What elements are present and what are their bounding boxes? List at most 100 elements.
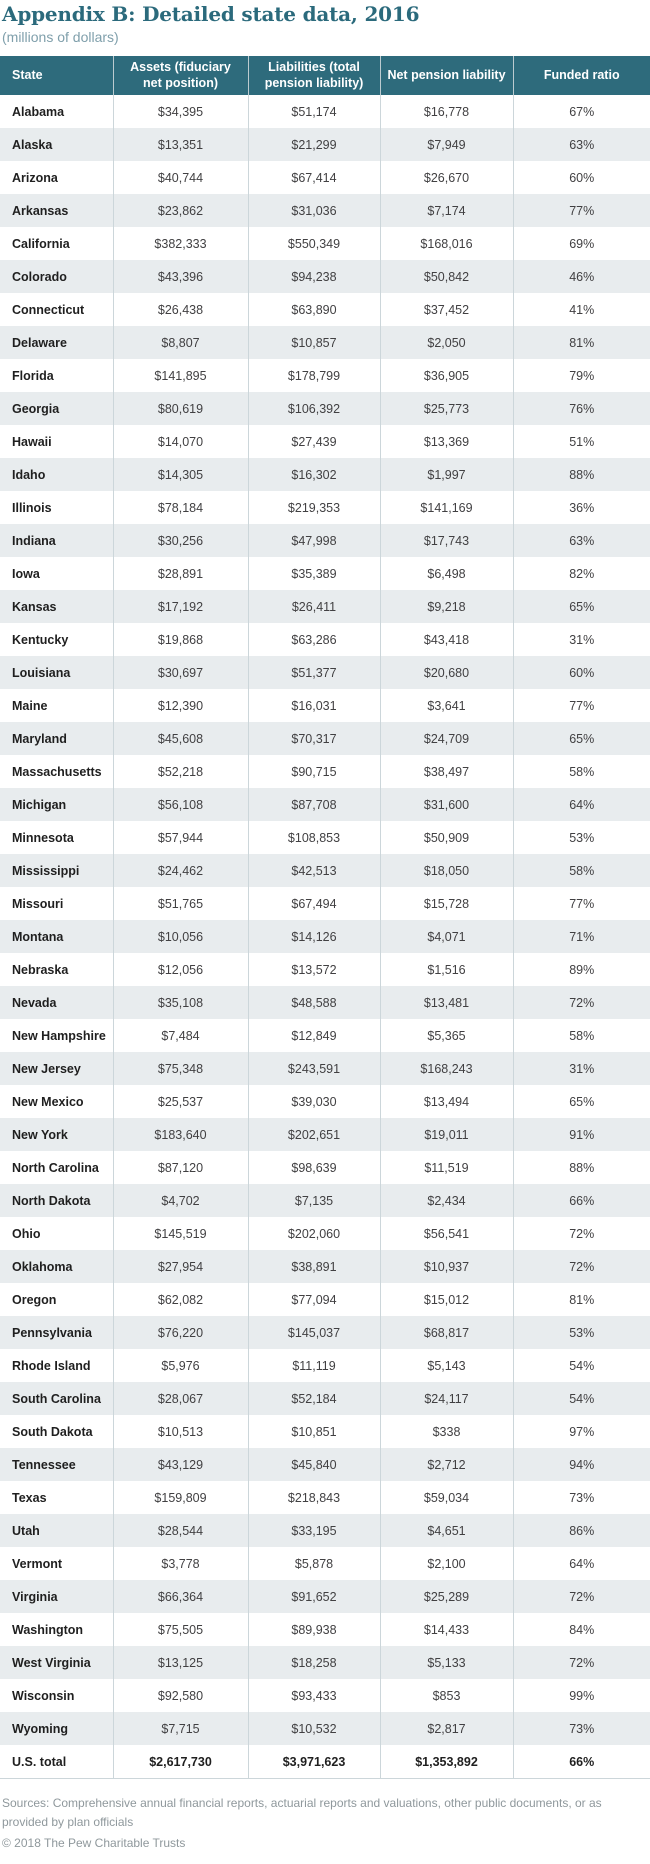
cell-funded-ratio: 91% [512, 1118, 650, 1151]
cell-state: Connecticut [12, 302, 85, 317]
cell-net-pension-liability: $5,143 [379, 1349, 513, 1382]
cell-net-pension-liability: $338 [379, 1415, 513, 1448]
cell-state: Kentucky [12, 632, 69, 647]
cell-assets: $12,390 [112, 689, 248, 722]
cell-assets: $4,702 [112, 1184, 248, 1217]
sources-note: Sources: Comprehensive annual financial … [2, 1796, 602, 1829]
table-row: Wyoming $7,715 $10,532 $2,817 73% [0, 1712, 650, 1745]
cell-liabilities: $106,392 [247, 392, 380, 425]
cell-liabilities: $94,238 [247, 260, 380, 293]
cell-liabilities: $550,349 [247, 227, 380, 260]
cell-state: Hawaii [12, 434, 52, 449]
cell-state: Wisconsin [12, 1688, 75, 1703]
table-row: Louisiana $30,697 $51,377 $20,680 60% [0, 656, 650, 689]
cell-funded-ratio: 60% [512, 656, 650, 689]
cell-funded-ratio: 71% [512, 920, 650, 953]
cell-net-pension-liability: $17,743 [379, 524, 513, 557]
table-row: West Virginia $13,125 $18,258 $5,133 72% [0, 1646, 650, 1679]
cell-funded-ratio: 82% [512, 557, 650, 590]
cell-state: Utah [0, 1514, 113, 1547]
cell-assets: $80,619 [112, 392, 248, 425]
cell-liabilities: $7,135 [247, 1184, 380, 1217]
cell-net-pension-liability: $2,434 [379, 1184, 513, 1217]
cell-funded-ratio: 79% [512, 359, 650, 392]
cell-state: Florida [12, 368, 54, 383]
state-data-table: State Assets (fiduciary net position) Liab… [0, 56, 650, 1779]
cell-net-pension-liability: $5,133 [379, 1646, 513, 1679]
cell-net-pension-liability: $1,516 [379, 953, 513, 986]
cell-funded-ratio: 54% [512, 1382, 650, 1415]
cell-state: Indiana [0, 524, 113, 557]
cell-funded-ratio: 46% [512, 260, 650, 293]
cell-funded-ratio: 77% [512, 887, 650, 920]
cell-funded-ratio: 66% [512, 1745, 650, 1779]
cell-liabilities: $91,652 [247, 1580, 380, 1613]
cell-liabilities: $10,851 [247, 1415, 380, 1448]
cell-net-pension-liability: $2,712 [379, 1448, 513, 1481]
cell-net-pension-liability: $24,709 [379, 722, 513, 755]
cell-net-pension-liability: $141,169 [379, 491, 513, 524]
cell-funded-ratio: 58% [512, 755, 650, 788]
cell-assets: $27,954 [112, 1250, 248, 1283]
cell-net-pension-liability: $11,519 [379, 1151, 513, 1184]
table-row: Utah $28,544 $33,195 $4,651 86% [0, 1514, 650, 1547]
cell-liabilities: $48,588 [247, 986, 380, 1019]
cell-net-pension-liability: $3,641 [379, 689, 513, 722]
cell-assets: $17,192 [112, 590, 248, 623]
cell-assets: $43,129 [112, 1448, 248, 1481]
cell-assets: $7,484 [112, 1019, 248, 1052]
table-row: Michigan $56,108 $87,708 $31,600 64% [0, 788, 650, 821]
cell-assets: $159,809 [112, 1481, 248, 1514]
cell-state: Alaska [0, 128, 113, 161]
cell-net-pension-liability: $7,949 [379, 128, 513, 161]
cell-liabilities: $3,971,623 [247, 1745, 380, 1779]
cell-net-pension-liability: $25,289 [379, 1580, 513, 1613]
cell-assets: $26,438 [112, 293, 248, 326]
cell-net-pension-liability: $24,117 [379, 1382, 513, 1415]
table-row: Arkansas $23,862 $31,036 $7,174 77% [0, 194, 650, 227]
cell-liabilities: $145,037 [247, 1316, 380, 1349]
cell-state: Tennessee [0, 1448, 113, 1481]
cell-assets: $13,125 [112, 1646, 248, 1679]
cell-funded-ratio: 64% [512, 1547, 650, 1580]
table-row: Tennessee $43,129 $45,840 $2,712 94% [0, 1448, 650, 1481]
cell-state: Georgia [0, 392, 113, 425]
cell-assets: $40,744 [112, 161, 248, 194]
cell-liabilities: $89,938 [247, 1613, 380, 1646]
cell-net-pension-liability: $14,433 [379, 1613, 513, 1646]
cell-liabilities: $27,439 [247, 425, 380, 458]
cell-funded-ratio: 94% [512, 1448, 650, 1481]
cell-state: U.S. total [0, 1745, 113, 1779]
cell-funded-ratio: 77% [512, 194, 650, 227]
cell-assets: $28,544 [112, 1514, 248, 1547]
cell-liabilities: $39,030 [247, 1085, 380, 1118]
cell-assets: $75,505 [112, 1613, 248, 1646]
cell-net-pension-liability: $25,773 [379, 392, 513, 425]
cell-assets: $7,715 [112, 1712, 248, 1745]
cell-funded-ratio: 99% [512, 1679, 650, 1712]
cell-assets: $141,895 [112, 359, 248, 392]
cell-funded-ratio: 67% [512, 95, 650, 128]
cell-state: Alabama [12, 104, 65, 119]
cell-liabilities: $16,302 [247, 458, 380, 491]
table-row: Iowa $28,891 $35,389 $6,498 82% [0, 557, 650, 590]
table-row: Ohio $145,519 $202,060 $56,541 72% [0, 1217, 650, 1250]
cell-state: New York [0, 1118, 113, 1151]
table-row: Delaware $8,807 $10,857 $2,050 81% [0, 326, 650, 359]
cell-state: Nevada [0, 986, 113, 1019]
column-header-4: Funded ratio [512, 56, 650, 95]
cell-net-pension-liability: $15,728 [379, 887, 513, 920]
cell-net-pension-liability: $19,011 [379, 1118, 513, 1151]
cell-state: Washington [12, 1622, 84, 1637]
table-row: North Dakota $4,702 $7,135 $2,434 66% [0, 1184, 650, 1217]
cell-liabilities: $18,258 [247, 1646, 380, 1679]
cell-net-pension-liability: $1,353,892 [379, 1745, 513, 1779]
cell-assets: $10,513 [112, 1415, 248, 1448]
cell-net-pension-liability: $7,174 [379, 194, 513, 227]
cell-funded-ratio: 65% [512, 590, 650, 623]
cell-state: Iowa [12, 566, 40, 581]
cell-liabilities: $87,708 [247, 788, 380, 821]
column-header-3: Net pension liability [379, 56, 513, 95]
cell-funded-ratio: 63% [512, 524, 650, 557]
